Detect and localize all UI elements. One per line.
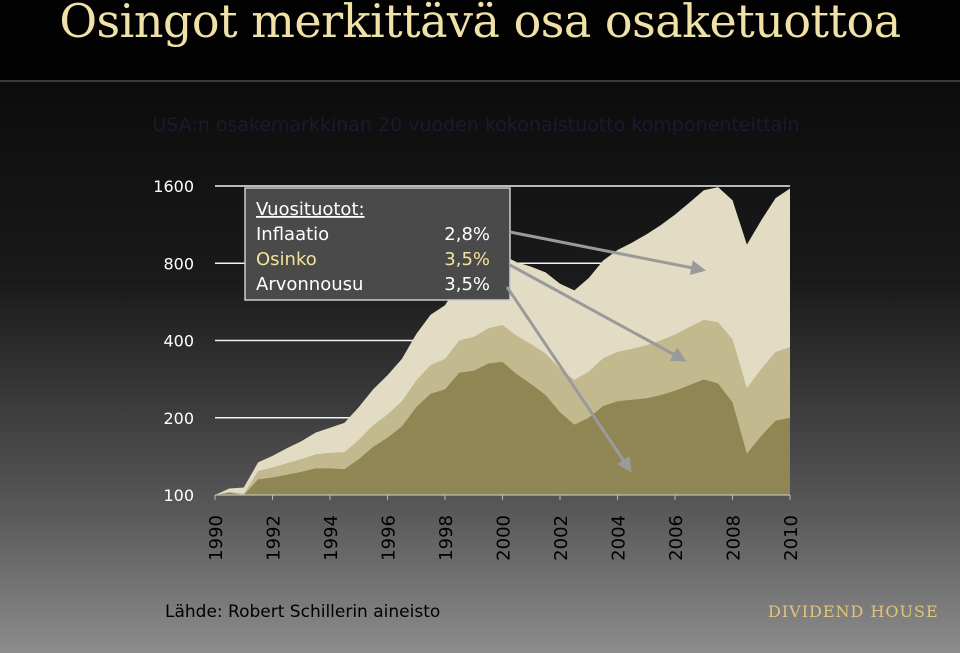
y-tick-label: 100 <box>163 486 194 505</box>
x-tick-label: 1998 <box>436 515 457 561</box>
stacked-areas <box>215 187 790 495</box>
legend-heading: Vuosituotot: <box>256 199 365 220</box>
legend-label-inflaatio: Inflaatio <box>256 224 329 245</box>
legend-box: Vuosituotot: Inflaatio 2,8% Osinko 3,5% … <box>244 187 511 301</box>
legend-box-background <box>244 187 511 301</box>
x-axis-labels: 1990 1992 1994 1996 1998 2000 2002 2004 2006 2008… <box>206 515 802 561</box>
arrow-osinko <box>509 263 687 362</box>
legend-value-arvonnousu: 3,5% <box>444 274 490 295</box>
x-tick-label: 2006 <box>666 515 687 561</box>
arrow-arvonnousu <box>505 286 632 473</box>
x-tick-label: 1990 <box>206 515 227 561</box>
x-tick-label: 2008 <box>724 515 745 561</box>
y-tick-label: 400 <box>163 332 194 351</box>
y-tick-label: 800 <box>163 254 194 273</box>
x-tick-label: 1996 <box>379 515 400 561</box>
x-tick-label: 2000 <box>494 515 515 561</box>
y-tick-label: 200 <box>163 409 194 428</box>
legend-value-inflaatio: 2,8% <box>444 224 490 245</box>
y-axis-labels: 100 200 400 800 1600 <box>153 177 194 505</box>
source-note: Lähde: Robert Schillerin aineisto <box>165 602 441 622</box>
area-arvonnousu <box>215 361 790 495</box>
arrow-inflaatio <box>509 230 706 276</box>
brand-logo: DIVIDEND HOUSE <box>768 602 939 621</box>
legend-label-arvonnousu: Arvonnousu <box>256 274 363 295</box>
x-tick-label: 2010 <box>781 515 802 561</box>
x-tick-label: 2004 <box>609 515 630 561</box>
x-axis <box>214 494 791 500</box>
legend-arrows <box>505 230 706 473</box>
legend-label-osinko: Osinko <box>256 249 317 270</box>
y-tick-label: 1600 <box>153 177 194 196</box>
legend-value-osinko: 3,5% <box>444 249 490 270</box>
slide-title: Osingot merkittävä osa osaketuottoa <box>59 0 901 48</box>
header-band <box>0 0 960 82</box>
chart-title: USA:n osakemarkkinan 20 vuoden kokonaist… <box>152 114 799 136</box>
x-tick-label: 2002 <box>551 515 572 561</box>
x-tick-label: 1994 <box>321 515 342 561</box>
x-tick-label: 1992 <box>264 515 285 561</box>
